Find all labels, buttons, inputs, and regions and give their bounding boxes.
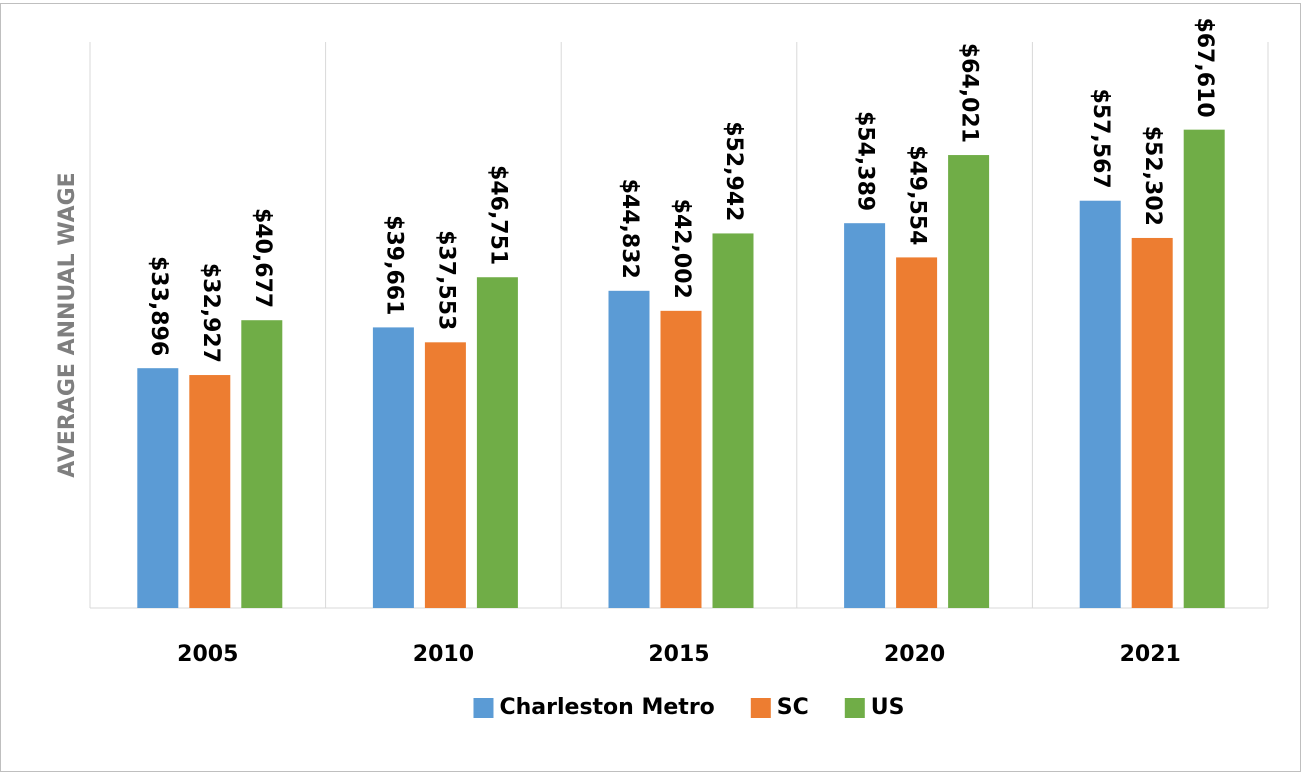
x-tick-label: 2021 [1120,642,1181,667]
bar [137,368,179,608]
x-tick-label: 2010 [413,642,474,667]
data-label: $44,832 [617,179,642,279]
legend-label: SC [777,695,809,720]
data-label: $57,567 [1088,89,1113,189]
bar [1131,237,1173,608]
data-label: $52,942 [721,121,746,221]
data-label: $40,677 [250,208,275,308]
data-label: $46,751 [485,165,510,265]
legend-swatch [750,698,771,718]
bar [896,257,938,608]
bar [660,310,702,608]
bar [241,320,283,608]
bar [189,375,231,608]
data-label: $42,002 [669,199,694,299]
bar [372,327,414,608]
data-label: $52,302 [1140,126,1165,226]
bar [1183,129,1225,609]
data-label: $39,661 [381,215,406,315]
legend-swatch [473,698,494,718]
bar [844,223,886,609]
data-label: $32,927 [198,263,223,363]
bar [608,290,650,608]
bar [476,277,518,608]
x-tick-label: 2020 [884,642,945,667]
x-tick-label: 2005 [177,642,238,667]
bar [712,233,754,608]
data-label: $54,389 [853,111,878,211]
data-label: $64,021 [957,43,982,143]
data-label: $33,896 [146,256,171,356]
bar [424,342,466,608]
legend-label: Charleston Metro [499,695,714,720]
data-label: $67,610 [1192,17,1217,117]
y-axis-label: AVERAGE ANNUAL WAGE [55,172,80,477]
legend-swatch [844,698,865,718]
x-tick-label: 2015 [648,642,709,667]
bar [1079,200,1121,608]
data-label: $37,553 [433,230,458,330]
data-label: $49,554 [905,145,930,245]
legend-label: US [871,695,905,720]
bar [948,155,990,608]
